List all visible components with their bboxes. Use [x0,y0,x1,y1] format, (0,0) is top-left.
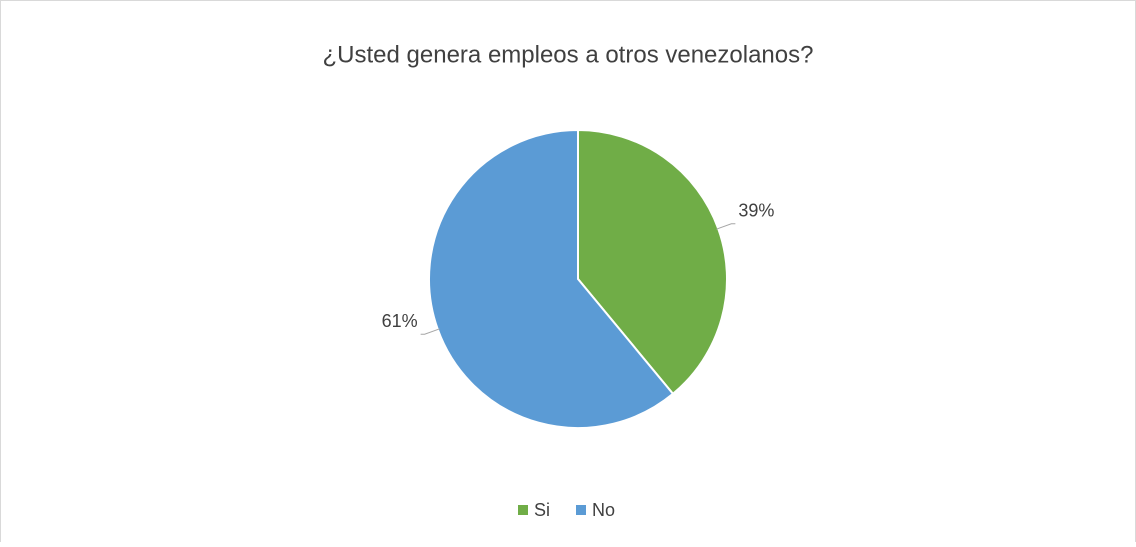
legend-label: No [592,500,615,520]
data-label: 39% [738,201,774,221]
chart-title: ¿Usted genera empleos a otros venezolano… [323,41,814,68]
leader-line [716,223,736,230]
legend-swatch [518,505,528,515]
legend-label: Si [534,500,550,520]
legend-swatch [576,505,586,515]
leader-line [420,328,440,335]
data-label: 61% [382,311,418,331]
